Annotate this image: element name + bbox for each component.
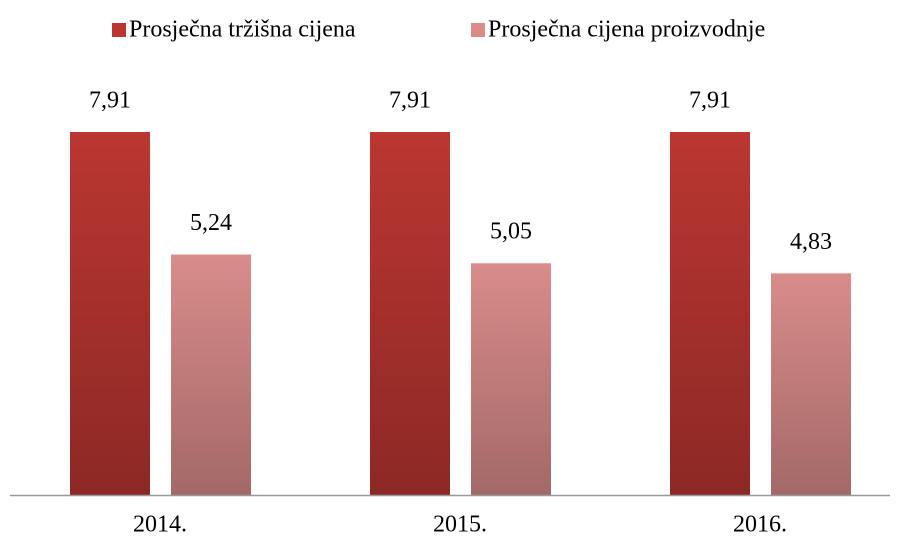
data-label: 5,05 xyxy=(490,219,532,245)
data-label: 7,91 xyxy=(89,88,131,114)
bar-shade xyxy=(70,132,150,495)
bar-shade xyxy=(771,273,851,495)
data-label: 4,83 xyxy=(790,229,832,255)
data-label: 7,91 xyxy=(389,88,431,114)
legend-label: Prosječna tržišna cijena xyxy=(129,17,356,43)
legend-label: Prosječna cijena proizvodnje xyxy=(488,17,765,43)
legend-swatch xyxy=(471,23,485,37)
data-label: 5,24 xyxy=(190,210,232,236)
bar-shade xyxy=(471,263,551,495)
bar-shade xyxy=(370,132,450,495)
legend-swatch xyxy=(112,23,126,37)
data-label: 7,91 xyxy=(689,88,731,114)
x-tick-label: 2016. xyxy=(733,512,787,538)
x-tick-label: 2015. xyxy=(433,512,487,538)
bar-shade xyxy=(171,254,251,495)
x-tick-label: 2014. xyxy=(133,512,187,538)
bar-shade xyxy=(670,132,750,495)
